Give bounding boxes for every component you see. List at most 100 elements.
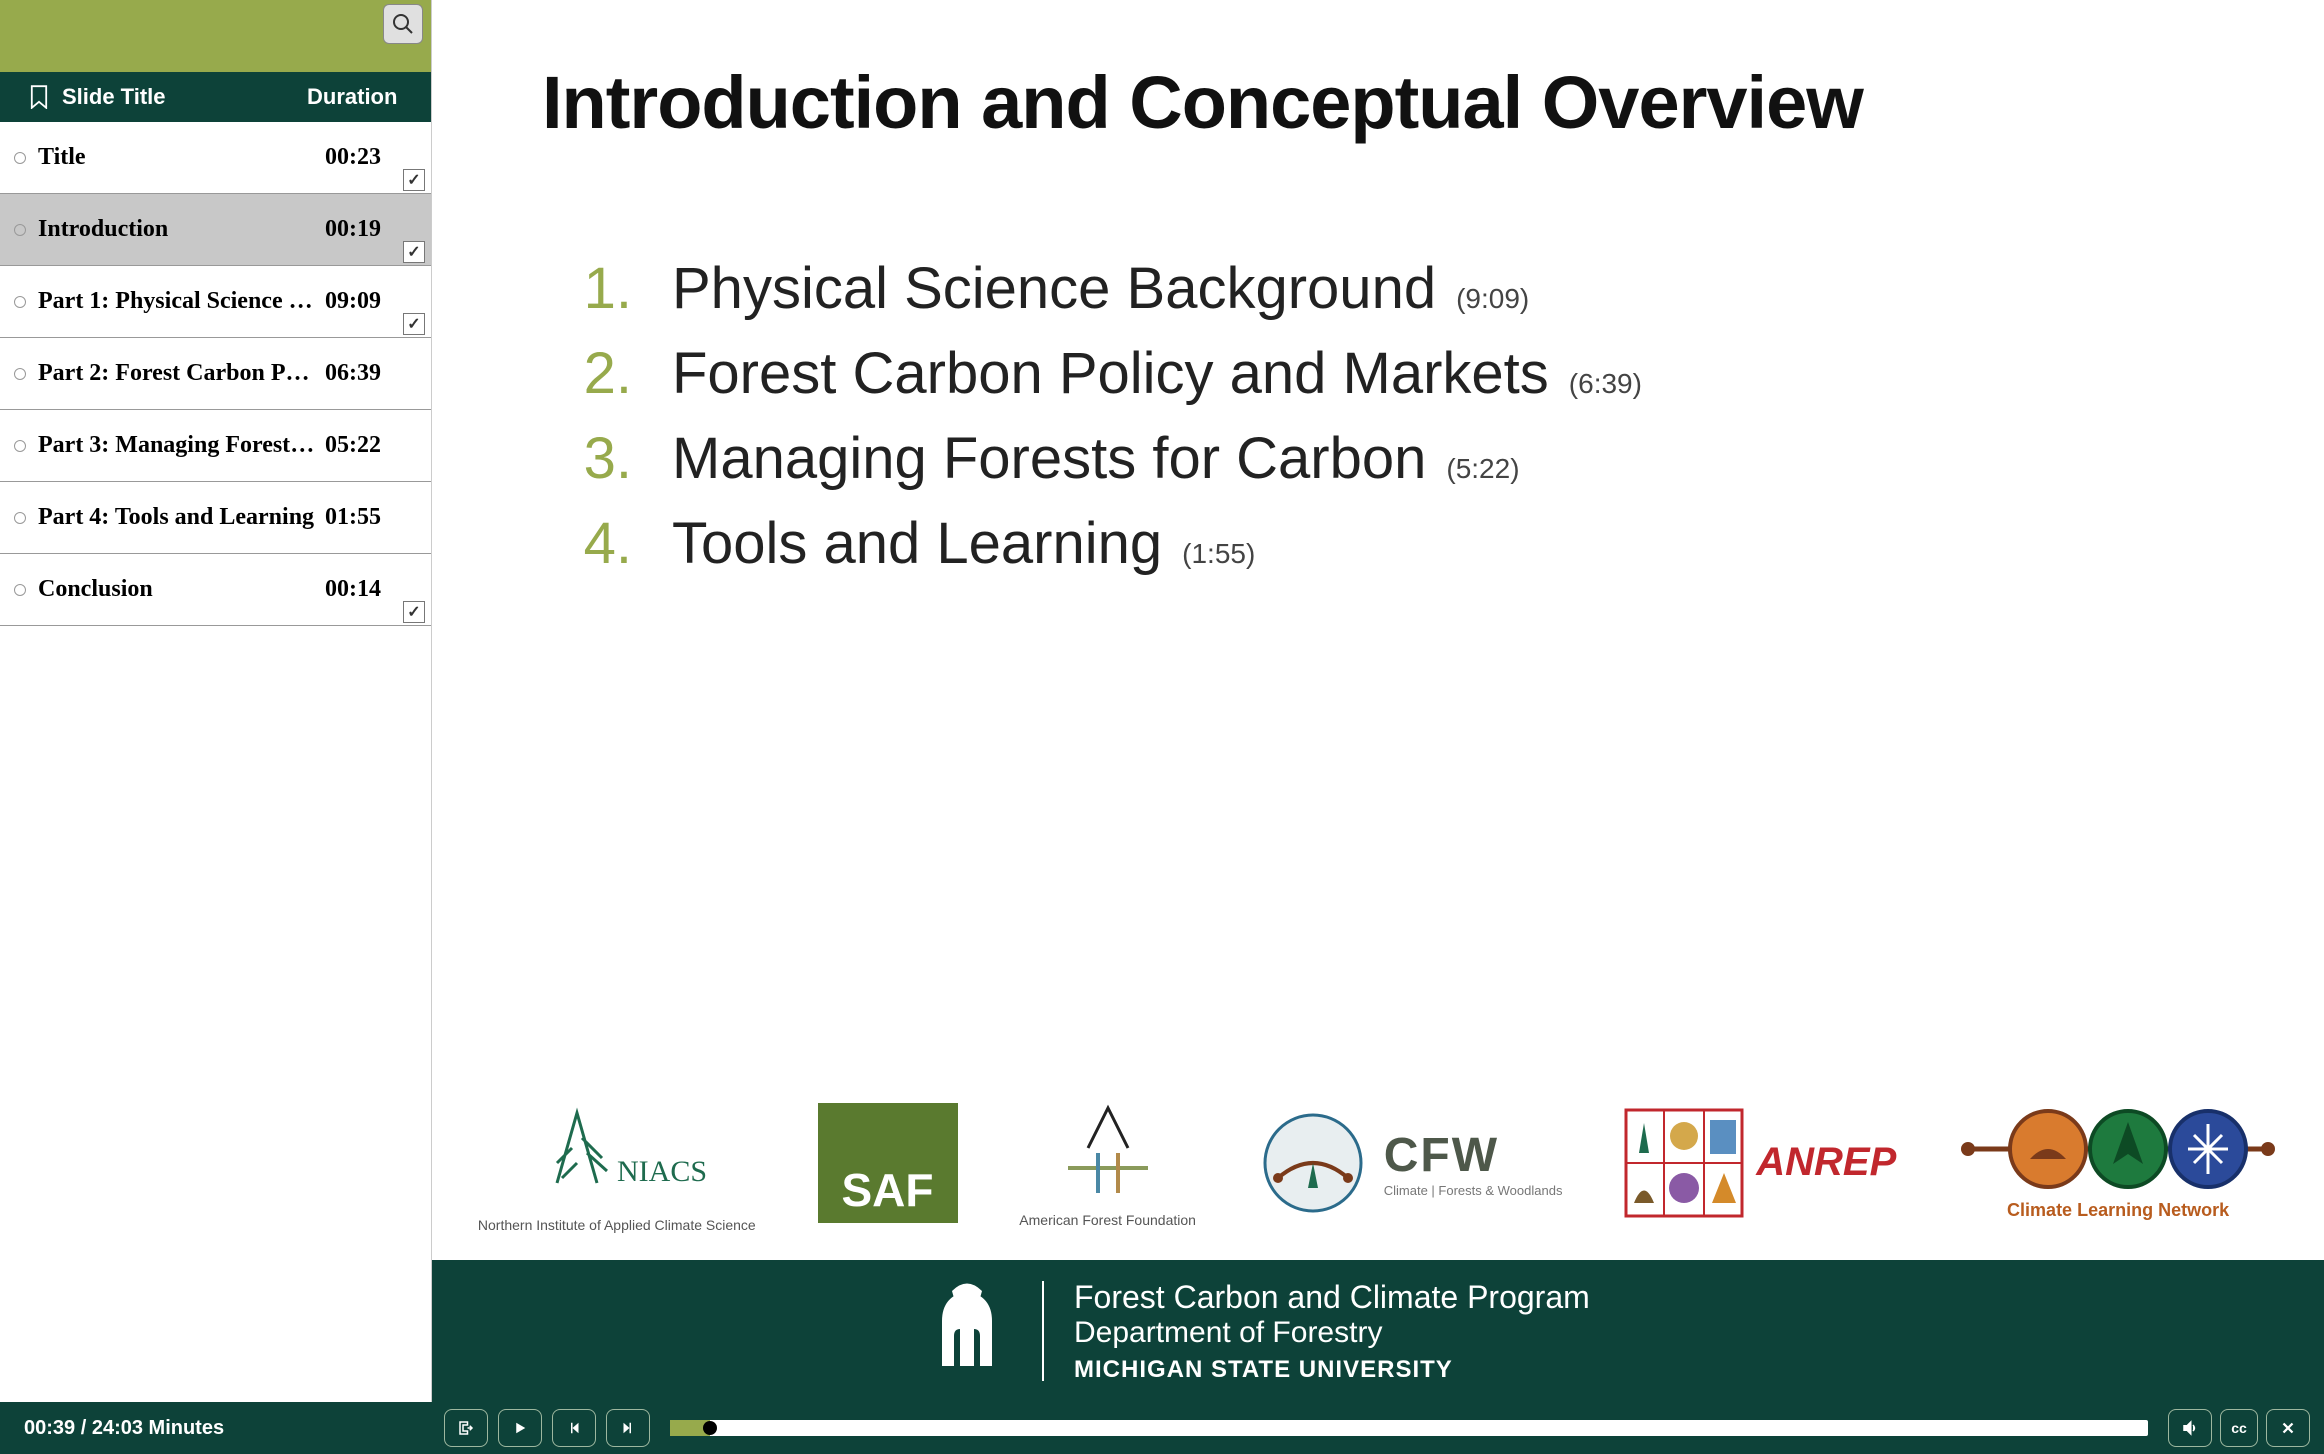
slide-check-icon: ✓ (403, 241, 425, 263)
slide-row-duration: 00:19 (325, 216, 415, 243)
slide-bullet-icon (14, 296, 26, 308)
slide-area: Introduction and Conceptual Overview 1.P… (432, 0, 2324, 1402)
slide-part-item: 3. Managing Forests for Carbon (5:22) (542, 425, 2254, 492)
progress-handle[interactable] (703, 1421, 717, 1435)
slide-bullet-icon (14, 440, 26, 452)
anrep-grid-icon (1624, 1108, 1744, 1218)
slide-row-duration: 06:39 (325, 360, 415, 387)
header-col-duration: Duration (307, 84, 415, 110)
slide-row-title: Part 3: Managing Forests f... (38, 432, 325, 459)
slide-row-title: Part 4: Tools and Learning (38, 504, 325, 531)
volume-icon (2181, 1419, 2199, 1437)
player-bar: 00:39 / 24:03 Minutes cc (0, 1402, 2324, 1454)
slide-bullet-icon (14, 152, 26, 164)
cfw-globe-icon (1258, 1108, 1368, 1218)
slide-row[interactable]: Title00:23✓ (0, 122, 431, 194)
saf-box: SAF (818, 1103, 958, 1223)
slide-check-icon: ✓ (403, 313, 425, 335)
slide-row[interactable]: Introduction00:19✓ (0, 194, 431, 266)
cln-circles-icon (1958, 1104, 2278, 1194)
logo-anrep: ANREP (1624, 1108, 1896, 1218)
slide-part-item: 4. Tools and Learning (1:55) (542, 510, 2254, 577)
banner-divider (1042, 1281, 1044, 1381)
part-number: 1. (542, 255, 632, 322)
part-text: Tools and Learning (672, 510, 1162, 577)
slide-bullet-icon (14, 368, 26, 380)
player-time-label: 00:39 / 24:03 Minutes (14, 1417, 434, 1440)
next-icon (619, 1419, 637, 1437)
banner-line2: Department of Forestry (1074, 1316, 1590, 1350)
prev-icon (565, 1419, 583, 1437)
slide-row-title: Part 1: Physical Science Ba... (38, 288, 325, 315)
exit-icon (457, 1419, 475, 1437)
slide-row-title: Introduction (38, 216, 325, 243)
slide-row[interactable]: Part 1: Physical Science Ba...09:09✓ (0, 266, 431, 338)
slide-part-item: 2. Forest Carbon Policy and Markets (6:39) (542, 340, 2254, 407)
slide-row-title: Part 2: Forest Carbon Poli... (38, 360, 325, 387)
slide-row[interactable]: Part 3: Managing Forests f...05:22 (0, 410, 431, 482)
part-time: (5:22) (1446, 453, 1519, 485)
cfw-subtitle: Climate | Forests & Woodlands (1384, 1183, 1563, 1198)
slide-row[interactable]: Conclusion00:14✓ (0, 554, 431, 626)
exit-button[interactable] (444, 1409, 488, 1447)
part-number: 2. (542, 340, 632, 407)
sidebar-top-bar (0, 0, 431, 72)
header-col-title: Slide Title (62, 84, 307, 110)
slide-bullet-icon (14, 512, 26, 524)
logo-niacs: NIACS Northern Institute of Applied Clim… (478, 1093, 756, 1233)
part-number: 3. (542, 425, 632, 492)
slide-row-duration: 01:55 (325, 504, 415, 531)
prev-button[interactable] (552, 1409, 596, 1447)
part-number: 4. (542, 510, 632, 577)
cc-button[interactable]: cc (2220, 1409, 2258, 1447)
part-time: (6:39) (1569, 368, 1642, 400)
aff-subtitle: American Forest Foundation (1019, 1212, 1196, 1228)
slide-part-item: 1. Physical Science Background (9:09) (542, 255, 2254, 322)
slide-content: Introduction and Conceptual Overview 1.P… (432, 0, 2324, 1085)
close-icon (2279, 1419, 2297, 1437)
slide-row-title: Conclusion (38, 576, 325, 603)
spartan-helmet-icon (922, 1281, 1012, 1381)
slide-row-duration: 00:23 (325, 144, 415, 171)
logo-cln: Climate Learning Network (1958, 1104, 2278, 1221)
niacs-tree-icon: NIACS (517, 1093, 717, 1213)
volume-button[interactable] (2168, 1409, 2212, 1447)
logo-saf: SAF (818, 1103, 958, 1223)
slide-check-icon: ✓ (403, 169, 425, 191)
cfw-name: CFW (1384, 1128, 1563, 1183)
aff-icon (1028, 1098, 1188, 1208)
part-time: (9:09) (1456, 283, 1529, 315)
part-text: Forest Carbon Policy and Markets (672, 340, 1549, 407)
next-button[interactable] (606, 1409, 650, 1447)
slide-row-duration: 05:22 (325, 432, 415, 459)
banner-text: Forest Carbon and Climate Program Depart… (1074, 1279, 1590, 1384)
logo-aff: American Forest Foundation (1019, 1098, 1196, 1228)
sidebar: Slide Title Duration Title00:23✓Introduc… (0, 0, 432, 1402)
cln-name: Climate Learning Network (2007, 1200, 2229, 1221)
svg-text:NIACS: NIACS (617, 1155, 707, 1188)
slide-row[interactable]: Part 2: Forest Carbon Poli...06:39 (0, 338, 431, 410)
play-button[interactable] (498, 1409, 542, 1447)
search-button[interactable] (383, 4, 423, 44)
progress-bar[interactable] (670, 1420, 2148, 1436)
slide-row[interactable]: Part 4: Tools and Learning01:55 (0, 482, 431, 554)
slide-row-title: Title (38, 144, 325, 171)
logo-cfw: CFW Climate | Forests & Woodlands (1258, 1108, 1563, 1218)
anrep-name: ANREP (1756, 1140, 1896, 1185)
slide-list: Title00:23✓Introduction00:19✓Part 1: Phy… (0, 122, 431, 1402)
partner-logos-row: NIACS Northern Institute of Applied Clim… (432, 1085, 2324, 1260)
search-icon (391, 12, 415, 36)
part-time: (1:55) (1182, 538, 1255, 570)
part-text: Managing Forests for Carbon (672, 425, 1426, 492)
slide-row-duration: 00:14 (325, 576, 415, 603)
part-text: Physical Science Background (672, 255, 1436, 322)
banner-line1: Forest Carbon and Climate Program (1074, 1279, 1590, 1316)
sidebar-header: Slide Title Duration (0, 72, 431, 122)
institution-banner: Forest Carbon and Climate Program Depart… (432, 1260, 2324, 1402)
slide-row-duration: 09:09 (325, 288, 415, 315)
close-button[interactable] (2266, 1409, 2310, 1447)
slide-bullet-icon (14, 584, 26, 596)
slide-parts-list: 1. Physical Science Background (9:09) 2. For… (542, 255, 2254, 577)
banner-line3: MICHIGAN STATE UNIVERSITY (1074, 1356, 1590, 1384)
niacs-subtitle: Northern Institute of Applied Climate Sc… (478, 1217, 756, 1233)
